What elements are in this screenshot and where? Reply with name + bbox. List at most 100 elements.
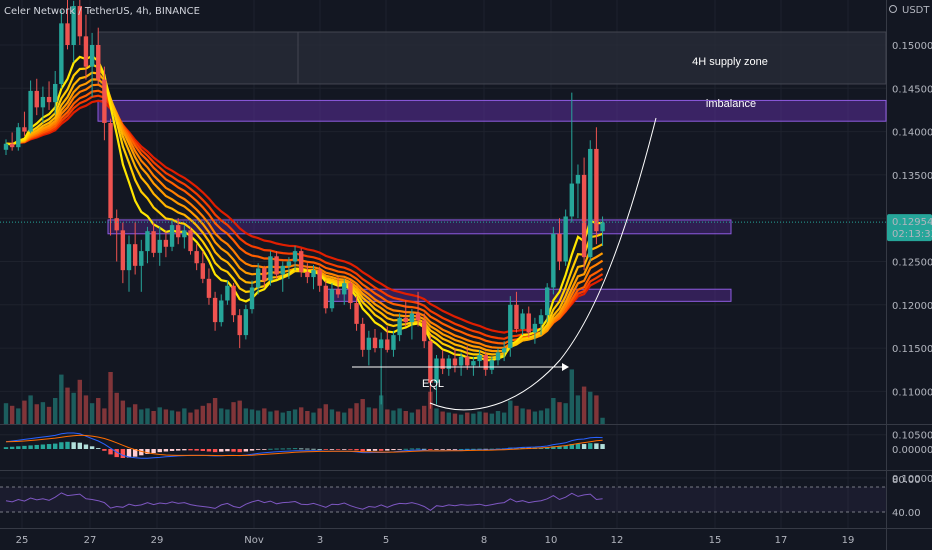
candle[interactable] (354, 303, 359, 324)
candle[interactable] (477, 355, 482, 362)
candle[interactable] (397, 317, 402, 336)
candle[interactable] (446, 358, 451, 369)
candle[interactable] (545, 287, 550, 316)
candle[interactable] (83, 36, 89, 67)
candle[interactable] (452, 358, 458, 366)
candle[interactable] (391, 335, 396, 350)
candle[interactable] (588, 148, 593, 258)
candle[interactable] (501, 348, 507, 353)
candle[interactable] (212, 297, 218, 323)
candle[interactable] (22, 127, 27, 132)
candle[interactable] (323, 285, 328, 309)
candle[interactable] (28, 90, 33, 132)
candle[interactable] (182, 230, 187, 238)
candle[interactable] (219, 300, 224, 323)
candle[interactable] (169, 225, 175, 247)
candle[interactable] (489, 360, 495, 370)
candle[interactable] (495, 352, 501, 361)
candle[interactable] (120, 230, 126, 271)
imbalance-zone[interactable] (97, 99, 887, 122)
candle[interactable] (40, 96, 46, 108)
candle[interactable] (157, 239, 162, 253)
candle[interactable] (292, 251, 298, 262)
candle[interactable] (59, 23, 64, 84)
candle[interactable] (237, 315, 242, 336)
candle[interactable] (243, 309, 249, 336)
candle[interactable] (262, 268, 267, 281)
candle[interactable] (231, 285, 236, 316)
candle[interactable] (65, 23, 70, 45)
candle[interactable] (126, 244, 132, 271)
candle[interactable] (440, 358, 445, 369)
candle[interactable] (225, 285, 230, 301)
candle[interactable] (89, 45, 95, 67)
candle[interactable] (46, 96, 52, 103)
candle[interactable] (317, 270, 322, 286)
candle[interactable] (434, 358, 439, 383)
candle[interactable] (471, 361, 476, 366)
candle[interactable] (3, 143, 9, 150)
candle[interactable] (108, 122, 113, 219)
candle[interactable] (299, 251, 304, 272)
candle[interactable] (557, 233, 562, 262)
candle[interactable] (53, 83, 58, 103)
candle[interactable] (514, 304, 519, 330)
candle[interactable] (348, 283, 353, 304)
candle[interactable] (465, 356, 470, 366)
candle[interactable] (335, 289, 341, 295)
candle[interactable] (538, 315, 544, 324)
candle[interactable] (508, 304, 513, 349)
candle[interactable] (34, 90, 39, 108)
candle[interactable] (422, 320, 427, 342)
candle[interactable] (366, 337, 372, 350)
candle[interactable] (372, 337, 378, 349)
candle[interactable] (96, 45, 101, 80)
candle[interactable] (360, 323, 365, 350)
candle[interactable] (563, 216, 568, 262)
supply-zone[interactable] (97, 31, 887, 85)
candle[interactable] (280, 265, 285, 275)
candle[interactable] (483, 355, 488, 370)
candle[interactable] (415, 313, 421, 321)
zone-upper[interactable] (107, 219, 732, 235)
candle[interactable] (409, 313, 415, 323)
candle[interactable] (385, 339, 390, 350)
candle[interactable] (594, 148, 599, 232)
candle[interactable] (311, 270, 316, 278)
candle[interactable] (188, 230, 193, 252)
candle[interactable] (77, 6, 82, 37)
candle[interactable] (132, 244, 138, 266)
candle[interactable] (102, 79, 107, 123)
candle[interactable] (342, 283, 347, 295)
candle[interactable] (255, 268, 261, 288)
candle[interactable] (114, 218, 119, 231)
candle[interactable] (139, 251, 144, 266)
candle[interactable] (378, 339, 384, 349)
candle[interactable] (575, 174, 581, 184)
candle[interactable] (532, 323, 538, 333)
candle[interactable] (274, 256, 279, 275)
candle[interactable] (9, 143, 15, 148)
candle[interactable] (428, 341, 433, 383)
currency-circle-icon[interactable] (889, 5, 897, 13)
candle[interactable] (163, 239, 169, 247)
candle[interactable] (16, 127, 21, 148)
candle[interactable] (71, 6, 76, 46)
candle[interactable] (268, 256, 273, 281)
candle[interactable] (329, 289, 335, 309)
candle[interactable] (206, 278, 212, 298)
candle[interactable] (581, 174, 587, 258)
candle[interactable] (176, 225, 181, 238)
candle[interactable] (551, 233, 556, 288)
candle[interactable] (200, 263, 205, 279)
candle[interactable] (526, 313, 531, 333)
candle[interactable] (249, 287, 255, 310)
candle[interactable] (194, 251, 199, 264)
candle[interactable] (286, 261, 292, 266)
candle[interactable] (458, 356, 464, 366)
candle[interactable] (569, 183, 574, 217)
candle[interactable] (145, 231, 150, 252)
candle[interactable] (520, 313, 525, 330)
candle[interactable] (403, 317, 408, 323)
